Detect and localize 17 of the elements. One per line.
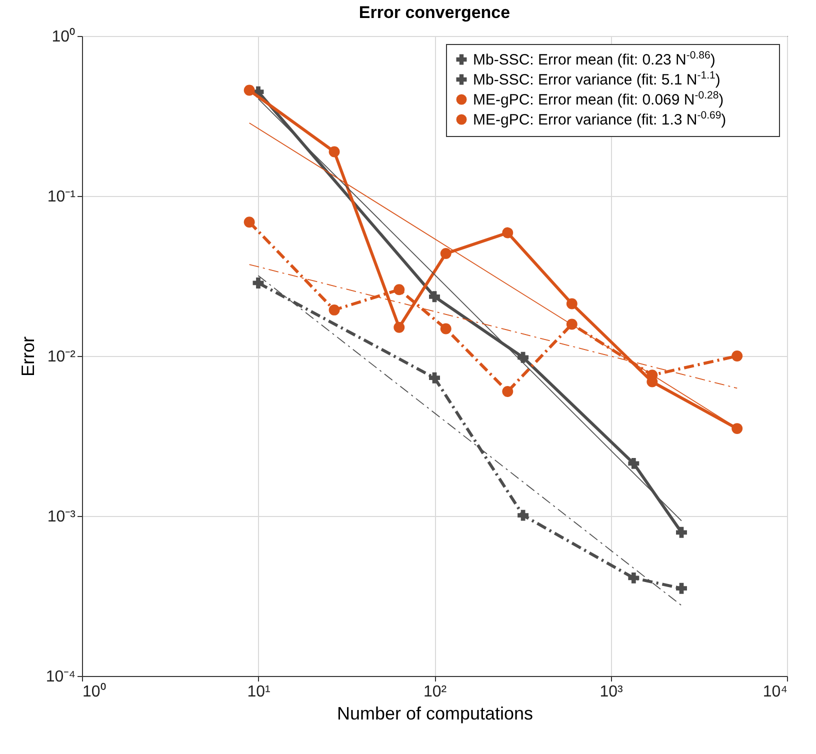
y-tick-label: 10⁻² (47, 348, 76, 366)
y-tick-label: 10⁻³ (47, 508, 76, 526)
y-tick-label: 10⁻¹ (47, 188, 76, 206)
legend-label: Mb-SSC: Error variance (fit: 5.1 N$^{-1.1}$) (473, 70, 720, 88)
legend-label: ME-gPC: Error variance (fit: 1.3 N$^{-0.69}$) (473, 110, 726, 128)
y-axis-title: Error (18, 336, 38, 376)
legend-label: Mb-SSC: Error mean (fit: 0.23 N$^{-0.86}$) (473, 50, 716, 68)
x-tick-label: 10² (423, 684, 448, 700)
y-tick-label: 10⁰ (52, 28, 76, 46)
y-tick-label: 10⁻⁴ (46, 668, 76, 686)
x-tick-label: 10⁰ (82, 682, 106, 700)
x-tick-label: 10¹ (247, 684, 270, 700)
x-tick-label: 10³ (600, 684, 624, 700)
x-tick-label: 10⁴ (762, 684, 788, 700)
legend-label: ME-gPC: Error mean (fit: 0.069 N$^{-0.28}$) (473, 90, 724, 108)
chart-title: Error convergence (358, 3, 510, 22)
x-axis-title: Number of computations (336, 704, 534, 724)
